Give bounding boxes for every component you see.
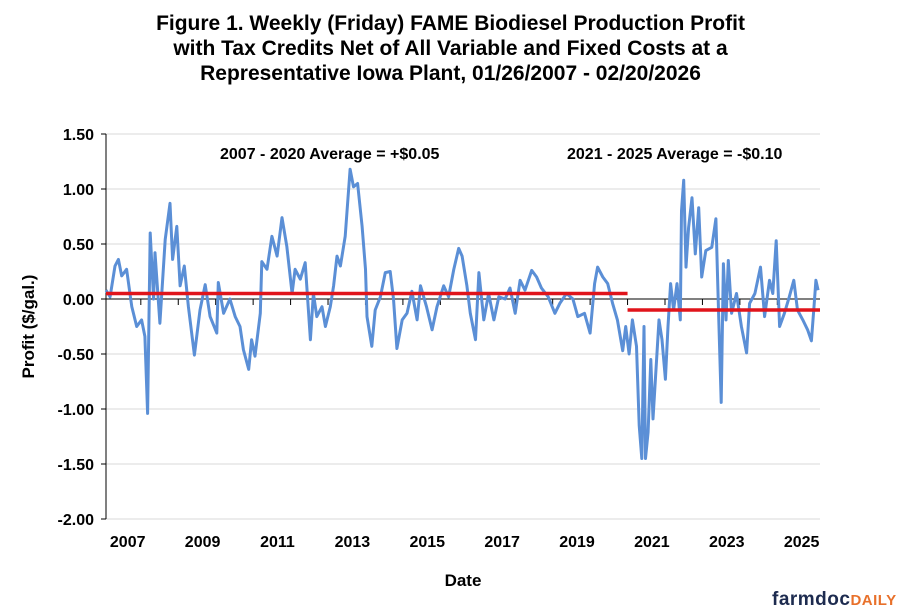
- farmdoc-daily-logo: farmdocDAILY: [772, 589, 897, 611]
- x-tick-label: 2011: [260, 534, 295, 551]
- x-tick-label: 2025: [784, 534, 820, 551]
- y-tick-label: 1.50: [63, 127, 94, 144]
- profit-series-line: [104, 167, 820, 460]
- y-tick-label: -2.00: [58, 512, 95, 529]
- x-tick-label: 2013: [335, 534, 371, 551]
- y-tick-label: -1.00: [58, 402, 95, 419]
- x-tick-label: 2009: [185, 534, 221, 551]
- title-line-3: Representative Iowa Plant, 01/26/2007 - …: [200, 62, 701, 85]
- y-tick-label: 0.50: [63, 237, 94, 254]
- average-annotation-2021-2025: 2021 - 2025 Average = -$0.10: [567, 146, 783, 163]
- x-axis-label: Date: [445, 571, 482, 590]
- y-tick-label: -1.50: [58, 457, 95, 474]
- x-tick-label: 2019: [559, 534, 595, 551]
- title-line-2: with Tax Credits Net of All Variable and…: [173, 37, 728, 60]
- x-tick-label: 2017: [484, 534, 520, 551]
- logo-part-2: DAILY: [850, 592, 897, 609]
- y-tick-label: 1.00: [63, 182, 94, 199]
- x-tick-label: 2015: [409, 534, 445, 551]
- title-line-1: Figure 1. Weekly (Friday) FAME Biodiesel…: [156, 12, 745, 35]
- x-tick-label: 2007: [110, 534, 146, 551]
- y-tick-label: 0.00: [63, 292, 94, 309]
- y-axis-label: Profit ($/gal.): [19, 275, 38, 379]
- y-tick-label: -0.50: [58, 347, 95, 364]
- chart-title: Figure 1. Weekly (Friday) FAME Biodiesel…: [0, 11, 901, 86]
- logo-part-1: farmdoc: [772, 589, 851, 610]
- x-tick-label: 2023: [709, 534, 745, 551]
- average-annotation-2007-2020: 2007 - 2020 Average = +$0.05: [220, 146, 440, 163]
- x-tick-label: 2021: [634, 534, 670, 551]
